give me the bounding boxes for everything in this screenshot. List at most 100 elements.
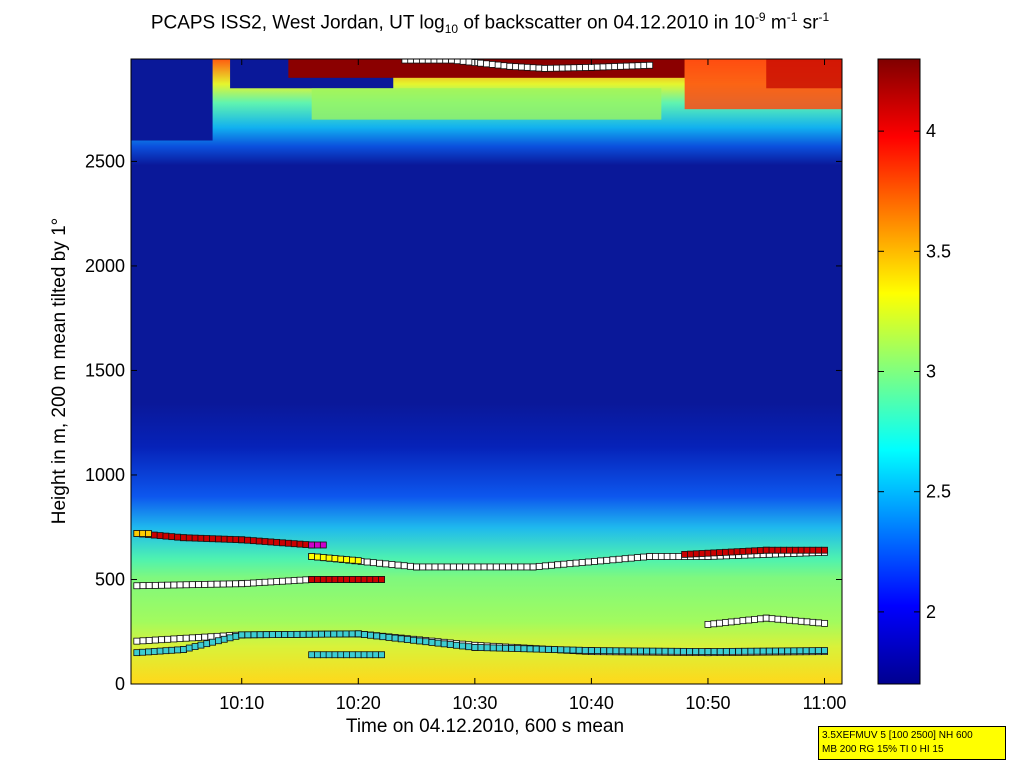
layer-marker (582, 64, 589, 71)
layer-marker (226, 634, 234, 642)
layer-marker (784, 647, 792, 655)
layer-marker (637, 647, 644, 655)
layer-marker (388, 561, 396, 568)
layer-marker (164, 581, 172, 589)
layer-marker (815, 546, 823, 554)
layer-marker (275, 631, 282, 638)
layer-marker (495, 644, 503, 652)
layer-marker (261, 538, 269, 545)
layer-series (401, 59, 654, 72)
layer-series (308, 576, 385, 583)
layer-marker (483, 644, 491, 652)
layer-marker (361, 631, 368, 638)
layer-marker (151, 581, 159, 589)
layer-marker (488, 61, 496, 68)
layer-marker (646, 553, 654, 560)
layer-marker (745, 616, 753, 624)
layer-marker (762, 546, 770, 554)
layer-marker (372, 576, 380, 583)
layer-marker (597, 557, 605, 565)
y-tick-label: 500 (95, 569, 125, 589)
layer-marker (759, 647, 767, 655)
layer-marker (803, 546, 811, 554)
layer-marker (747, 647, 755, 655)
layer-marker (256, 631, 264, 639)
plot-frame (130, 58, 843, 685)
layer-marker (407, 59, 415, 64)
layer-marker (331, 651, 339, 659)
layer-marker (158, 636, 165, 644)
layer-marker (378, 576, 385, 583)
layer-marker (477, 59, 485, 67)
layer-marker (722, 619, 729, 626)
x-tick-label: 10:40 (569, 693, 614, 713)
layer-marker (372, 651, 380, 659)
layer-marker (311, 630, 319, 638)
layer-marker (213, 580, 221, 588)
layer-marker (564, 64, 572, 72)
layer-marker (802, 647, 810, 655)
layer-marker (133, 530, 141, 537)
layer-marker (145, 637, 153, 644)
layer-marker (646, 61, 654, 69)
layer-marker (541, 562, 549, 570)
y-tick-label: 2000 (85, 256, 125, 276)
layer-marker (710, 549, 718, 557)
layer-marker (314, 651, 321, 659)
layer-series (308, 651, 385, 659)
layer-marker (548, 561, 555, 569)
layer-marker (220, 635, 228, 643)
layer-marker (790, 647, 798, 655)
layer-marker (710, 648, 718, 655)
layer-marker (422, 638, 430, 646)
layer-marker (624, 647, 632, 655)
layer-marker (162, 532, 170, 540)
x-tick-label: 10:30 (452, 693, 497, 713)
layer-marker (284, 539, 292, 547)
layer-marker (486, 563, 494, 571)
layer-marker (349, 576, 356, 583)
layer-marker (168, 533, 176, 541)
layer-marker (156, 532, 164, 539)
layer-marker (244, 631, 252, 639)
layer-marker (244, 536, 251, 544)
layer-marker (391, 634, 399, 642)
layer-marker (449, 563, 457, 571)
layer-marker (314, 553, 321, 561)
layer-marker (704, 549, 712, 557)
layer-series (308, 541, 327, 549)
layer-marker (572, 559, 580, 567)
layer-marker (669, 553, 677, 560)
layer-marker (456, 563, 463, 571)
layer-marker (191, 643, 199, 650)
layer-marker (581, 646, 589, 654)
layer-marker (176, 635, 184, 642)
layer-marker (238, 631, 246, 639)
heatmap-background (131, 59, 842, 684)
x-tick-label: 10:10 (219, 693, 264, 713)
layer-marker (796, 647, 804, 655)
layer-marker (474, 563, 482, 571)
layer-marker (687, 550, 694, 558)
layer-marker (226, 535, 234, 543)
layer-marker (615, 555, 623, 563)
layer-marker (232, 536, 240, 543)
layer-marker (622, 62, 630, 70)
layer-marker (428, 639, 436, 646)
y-tick-label: 2500 (85, 151, 125, 171)
layer-marker (410, 636, 417, 644)
layer-marker (661, 647, 669, 655)
layer-marker (191, 534, 199, 542)
layer-marker (576, 64, 584, 72)
layer-marker (373, 632, 381, 640)
layer-marker (523, 63, 531, 71)
layer-series (308, 553, 362, 565)
layer-marker (150, 648, 158, 655)
layer-marker (532, 645, 540, 653)
layer-marker (180, 646, 187, 653)
layer-series (133, 530, 152, 537)
layer-marker (611, 63, 619, 70)
x-axis-label: Time on 04.12.2010, 600 s mean (345, 716, 625, 737)
layer-marker (520, 645, 528, 653)
layer-marker (219, 580, 227, 588)
